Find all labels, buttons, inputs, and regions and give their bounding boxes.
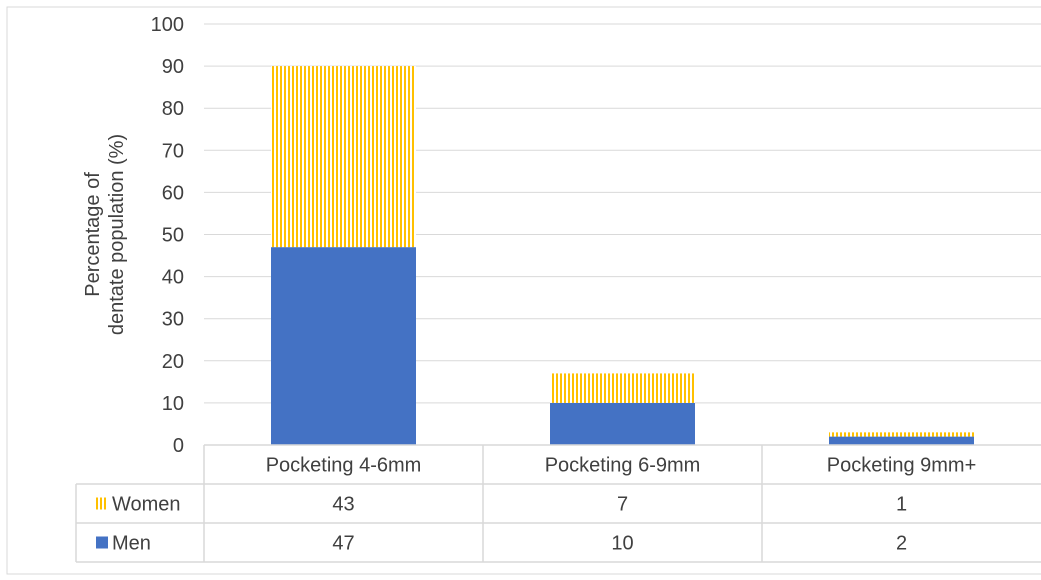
y-axis-label: Percentage of dentate population (%) bbox=[82, 134, 128, 335]
bar-men bbox=[550, 402, 695, 445]
y-tick-label: 0 bbox=[173, 435, 184, 457]
legend-label-men: Men bbox=[112, 533, 151, 555]
x-category-label: Pocketing 9mm+ bbox=[827, 455, 977, 477]
table-value: 7 bbox=[617, 494, 628, 516]
table-value: 47 bbox=[332, 533, 354, 555]
y-axis-label-line: dentate population (%) bbox=[106, 134, 128, 335]
bar-women bbox=[829, 432, 974, 437]
legend-label-women: Women bbox=[112, 494, 181, 516]
y-tick-label: 90 bbox=[162, 56, 184, 78]
legend-key-women bbox=[96, 497, 108, 510]
bar-men bbox=[271, 247, 416, 445]
y-tick-label: 40 bbox=[162, 267, 184, 289]
y-tick-label: 70 bbox=[162, 140, 184, 162]
bars bbox=[271, 66, 974, 445]
x-category-label: Pocketing 4-6mm bbox=[266, 455, 422, 477]
y-tick-label: 30 bbox=[162, 309, 184, 331]
data-table: Pocketing 4-6mm Pocketing 6-9mm Pocketing … bbox=[75, 444, 1041, 563]
table-value: 43 bbox=[332, 494, 354, 516]
bar-women bbox=[550, 373, 695, 403]
y-axis-label-line: Percentage of bbox=[82, 172, 104, 297]
legend-key-men bbox=[96, 536, 108, 549]
y-tick-label: 60 bbox=[162, 182, 184, 204]
bar-men bbox=[829, 436, 974, 445]
y-tick-label: 10 bbox=[162, 393, 184, 415]
y-tick-label: 100 bbox=[151, 14, 184, 36]
bar-women bbox=[271, 66, 416, 248]
x-category-label: Pocketing 6-9mm bbox=[545, 455, 701, 477]
y-tick-label: 20 bbox=[162, 351, 184, 373]
table-value: 1 bbox=[896, 494, 907, 516]
chart-border bbox=[6, 6, 1041, 575]
table-value: 2 bbox=[896, 533, 907, 555]
y-tick-label: 50 bbox=[162, 225, 184, 247]
y-tick-label: 80 bbox=[162, 98, 184, 120]
y-axis-tick-labels: 0 10 20 30 40 50 60 70 80 90 100 bbox=[151, 14, 184, 457]
table-value: 10 bbox=[611, 533, 633, 555]
